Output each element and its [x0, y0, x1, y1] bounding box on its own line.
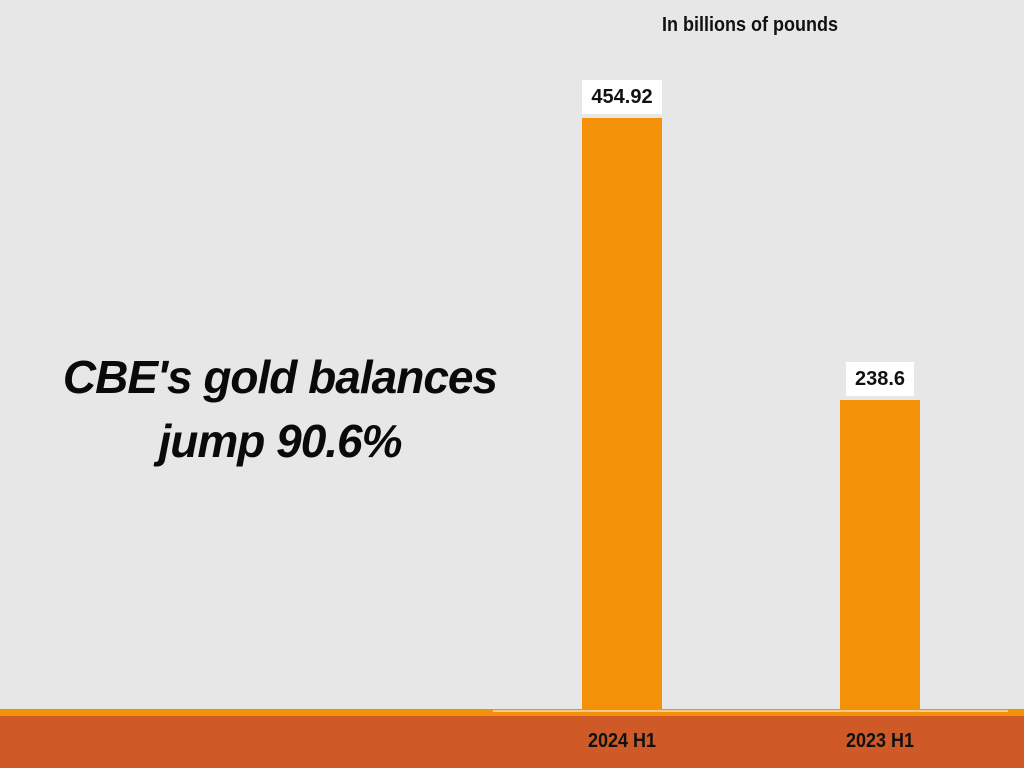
headline: CBE's gold balances jump 90.6%	[20, 345, 540, 473]
bar-2023-h1	[840, 400, 920, 710]
headline-line-2: jump 90.6%	[158, 415, 402, 467]
orange-divider	[0, 709, 1024, 716]
unit-label: In billions of pounds	[662, 14, 838, 36]
x-tick-2024-h1: 2024 H1	[587, 730, 657, 752]
headline-line-1: CBE's gold balances	[62, 351, 498, 403]
value-label-2024-h1: 454.92	[582, 80, 662, 114]
footer-band	[0, 716, 1024, 768]
value-label-2023-h1: 238.6	[846, 362, 914, 396]
x-tick-2023-h1: 2023 H1	[845, 730, 915, 752]
bar-2024-h1	[582, 118, 662, 710]
x-axis-line	[493, 710, 1008, 712]
